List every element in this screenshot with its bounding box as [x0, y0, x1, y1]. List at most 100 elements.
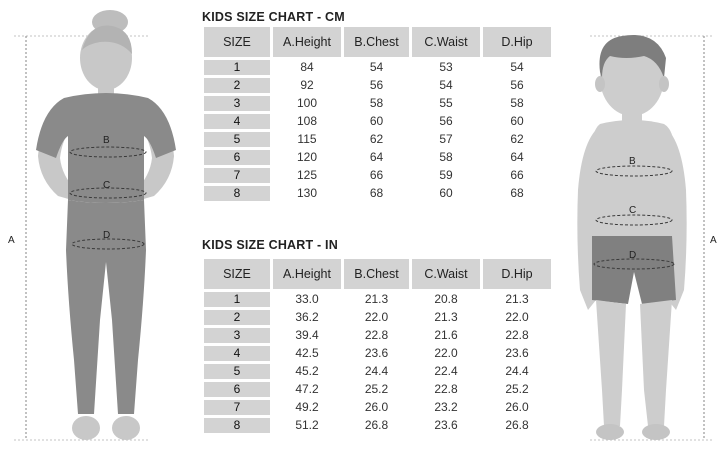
waist-cell: 23.2: [434, 400, 458, 414]
waist-cell: 59: [439, 168, 453, 182]
hip-cell: 62: [510, 132, 524, 146]
table-row: 1 33.0 21.3 20.8 21.3: [204, 292, 551, 307]
in-header-row: SIZE A.Height B.Chest C.Waist D.Hip: [204, 259, 551, 289]
boy-label-b: B: [629, 156, 636, 167]
height-cell: 42.5: [295, 346, 319, 360]
boy-left-foot: [596, 424, 624, 440]
chest-cell: 26.8: [364, 418, 389, 432]
height-cell: 49.2: [295, 400, 319, 414]
size-cell: 1: [204, 292, 270, 307]
hip-cell: 26.8: [505, 418, 529, 432]
chest-cell: 68: [369, 186, 384, 200]
table-row: 3 100 58 55 58: [204, 96, 551, 111]
waist-cell: 20.8: [434, 292, 458, 306]
girl-head: [80, 10, 132, 102]
in-header-height: A.Height: [273, 259, 341, 289]
height-cell: 92: [300, 78, 314, 92]
in-header-waist: C.Waist: [412, 259, 480, 289]
size-cell: 8: [204, 186, 270, 201]
height-cell: 36.2: [295, 310, 319, 324]
chest-cell: 56: [369, 78, 384, 92]
table-row: 2 92 56 54 56: [204, 78, 551, 93]
size-cell: 1: [204, 60, 270, 75]
cm-header-size: SIZE: [204, 27, 270, 57]
hip-cell: 26.0: [505, 400, 529, 414]
waist-cell: 21.6: [434, 328, 458, 342]
chest-cell: 64: [369, 150, 384, 164]
table-row: 4 42.5 23.6 22.0 23.6: [204, 346, 551, 361]
height-cell: 84: [300, 60, 314, 74]
table-row: 5 45.2 24.4 22.4 24.4: [204, 364, 551, 379]
table-row: 7 125 66 59 66: [204, 168, 551, 183]
table-row: 4 108 60 56 60: [204, 114, 551, 129]
girl-label-d: D: [103, 230, 110, 241]
size-cell: 6: [204, 150, 270, 165]
girl-left-foot: [72, 416, 100, 440]
height-cell: 130: [296, 186, 318, 200]
waist-cell: 22.0: [434, 346, 458, 360]
in-header-size: SIZE: [204, 259, 270, 289]
chest-cell: 62: [369, 132, 384, 146]
girl-figure-illustration: A B C D: [8, 10, 176, 441]
height-cell: 51.2: [295, 418, 319, 432]
cm-chart-title: KIDS SIZE CHART - CM: [202, 10, 345, 24]
height-cell: 33.0: [295, 292, 319, 306]
girl-chest-ring: [69, 146, 147, 158]
cm-header-waist: C.Waist: [412, 27, 480, 57]
size-cell: 5: [204, 364, 270, 379]
table-row: 7 49.2 26.0 23.2 26.0: [204, 400, 551, 415]
chest-cell: 23.6: [364, 346, 389, 360]
girl-shirt: [36, 93, 176, 203]
size-cell: 6: [204, 382, 270, 397]
height-cell: 115: [297, 132, 317, 146]
chest-cell: 60: [369, 114, 384, 128]
hip-cell: 54: [510, 60, 524, 74]
hip-cell: 25.2: [505, 382, 529, 396]
chest-cell: 66: [369, 168, 384, 182]
chest-cell: 54: [369, 60, 384, 74]
in-chart-title: KIDS SIZE CHART - IN: [202, 238, 338, 252]
size-cell: 8: [204, 418, 270, 433]
hip-cell: 64: [510, 150, 524, 164]
girl-right-foot: [112, 416, 140, 440]
height-cell: 108: [296, 114, 318, 128]
hip-cell: 21.3: [505, 292, 529, 306]
height-cell: 120: [296, 150, 318, 164]
table-row: 8 51.2 26.8 23.6 26.8: [204, 418, 551, 433]
size-cell: 7: [204, 168, 270, 183]
girl-leggings: [66, 200, 146, 414]
table-row: 1 84 54 53 54: [204, 60, 551, 75]
table-row: 3 39.4 22.8 21.6 22.8: [204, 328, 551, 343]
chest-cell: 22.8: [364, 328, 389, 342]
waist-cell: 53: [439, 60, 453, 74]
boy-right-foot: [642, 424, 670, 440]
chest-cell: 26.0: [364, 400, 389, 414]
chest-cell: 58: [369, 96, 384, 110]
waist-cell: 55: [439, 96, 453, 110]
boy-figure-illustration: A B C D: [577, 34, 717, 441]
hip-cell: 58: [510, 96, 524, 110]
boy-label-c: C: [629, 205, 636, 216]
chest-cell: 25.2: [364, 382, 389, 396]
in-header-hip: D.Hip: [483, 259, 551, 289]
size-cell: 4: [204, 346, 270, 361]
waist-cell: 54: [439, 78, 453, 92]
in-header-chest: B.Chest: [344, 259, 409, 289]
size-cell: 3: [204, 96, 270, 111]
size-cell: 3: [204, 328, 270, 343]
height-cell: 39.4: [295, 328, 319, 342]
table-row: 8 130 68 60 68: [204, 186, 551, 201]
size-cell: 7: [204, 400, 270, 415]
boy-label-a: A: [710, 235, 717, 246]
size-cell: 4: [204, 114, 270, 129]
girl-waist-ring: [69, 187, 147, 199]
boy-shorts: [592, 236, 676, 304]
boy-head: [595, 34, 669, 126]
height-cell: 100: [296, 96, 318, 110]
girl-label-b: B: [103, 135, 110, 146]
table-row: 6 120 64 58 64: [204, 150, 551, 165]
boy-chest-ring: [595, 165, 673, 177]
chest-cell: 22.0: [364, 310, 389, 324]
chest-cell: 21.3: [364, 292, 389, 306]
waist-cell: 58: [439, 150, 453, 164]
